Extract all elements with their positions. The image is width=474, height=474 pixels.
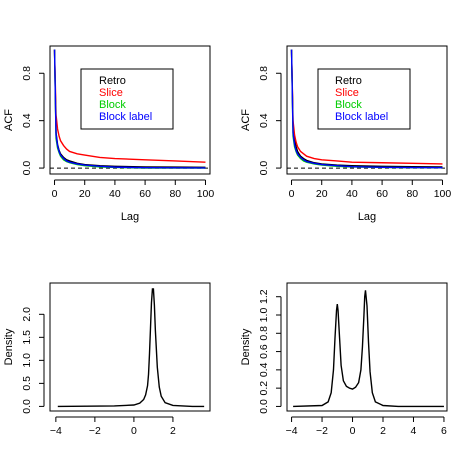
plot-frame — [49, 282, 211, 412]
series-line-slice — [53, 49, 206, 163]
x-tick-label: 60 — [139, 188, 151, 200]
legend: Retro Slice Block Block label — [317, 68, 411, 130]
legend-label-slice: Slice — [335, 87, 359, 99]
series-line-block-label — [290, 49, 443, 169]
y-axis-label: Density — [240, 328, 252, 365]
x-tick-label: 2 — [170, 425, 176, 437]
x-tick-label: 80 — [169, 188, 181, 200]
x-tick-label: 60 — [376, 188, 388, 200]
acf-plot-left: 0 20 40 60 80 100 0.0 0.4 0.8 Lag ACF Retro Sli… — [3, 45, 215, 223]
legend-label-block: Block — [99, 99, 126, 111]
plot-frame — [49, 45, 211, 175]
y-tick-label: 0.4 — [21, 113, 33, 128]
x-tick-label: 20 — [79, 188, 91, 200]
density-curve — [57, 288, 205, 408]
x-tick-label: 20 — [316, 188, 328, 200]
legend-label-retro: Retro — [335, 75, 362, 87]
y-axis-label: ACF — [240, 109, 252, 131]
x-tick-label: 0 — [131, 425, 137, 437]
x-tick-label: 4 — [411, 425, 417, 437]
x-tick-label: 40 — [109, 188, 121, 200]
plot-frame — [286, 282, 448, 412]
density-plot-left: −4 −2 0 2 0.0 0.5 1.0 1.5 2.0 Density — [3, 282, 211, 437]
y-tick-label: 1.0 — [21, 353, 33, 368]
x-tick-label: 0 — [52, 188, 58, 200]
series-line-retro — [290, 49, 443, 168]
y-tick-label: 0.8 — [258, 66, 270, 81]
x-tick-label: 80 — [406, 188, 418, 200]
legend-label-block-label: Block label — [335, 111, 388, 123]
series-line-block-label — [53, 49, 206, 169]
y-tick-label: 0.2 — [258, 381, 270, 396]
y-tick-label: 0.8 — [258, 326, 270, 341]
x-tick-label: 40 — [346, 188, 358, 200]
legend-box — [80, 68, 174, 130]
y-tick-label: 0.4 — [258, 113, 270, 128]
legend-label-retro: Retro — [99, 75, 126, 87]
x-tick-label: −2 — [89, 425, 101, 437]
y-axis-label: ACF — [3, 109, 15, 131]
legend-label-slice: Slice — [99, 87, 123, 99]
x-tick-label: 2 — [380, 425, 386, 437]
y-axis-label: Density — [3, 328, 15, 365]
y-tick-label: 0.0 — [21, 399, 33, 414]
density-curve — [293, 290, 444, 408]
legend-label-block-label: Block label — [99, 111, 152, 123]
acf-plot-right: 0 20 40 60 80 100 0.0 0.4 0.8 Lag ACF Retro Sli… — [240, 45, 452, 223]
x-tick-label: −2 — [316, 425, 328, 437]
y-tick-label: 1.0 — [258, 308, 270, 323]
y-tick-label: 0.0 — [21, 161, 33, 176]
y-tick-label: 0.4 — [258, 362, 270, 377]
legend: Retro Slice Block Block label — [80, 68, 174, 130]
x-tick-label: 100 — [197, 188, 215, 200]
legend-box — [317, 68, 411, 130]
y-tick-label: 0.6 — [258, 344, 270, 359]
y-tick-label: 1.5 — [21, 330, 33, 345]
y-tick-label: 0.8 — [21, 66, 33, 81]
x-tick-label: −4 — [50, 425, 62, 437]
x-tick-label: 0 — [350, 425, 356, 437]
x-tick-label: −4 — [286, 425, 298, 437]
series-line-slice — [290, 49, 443, 165]
density-plot-right: −4 −2 0 2 4 6 0.0 0.2 0.4 0.6 0.8 1.0 1.2 Density — [240, 282, 448, 437]
y-tick-label: 0.0 — [258, 161, 270, 176]
x-axis-label: Lag — [358, 211, 376, 223]
y-tick-label: 2.0 — [21, 307, 33, 322]
x-tick-label: 100 — [434, 188, 452, 200]
legend-label-block: Block — [335, 99, 362, 111]
x-tick-label: 6 — [441, 425, 447, 437]
y-tick-label: 0.0 — [258, 399, 270, 414]
y-tick-label: 0.5 — [21, 376, 33, 391]
y-tick-label: 1.2 — [258, 289, 270, 304]
plot-frame — [286, 45, 448, 175]
x-axis-label: Lag — [121, 211, 139, 223]
x-tick-label: 0 — [289, 188, 295, 200]
